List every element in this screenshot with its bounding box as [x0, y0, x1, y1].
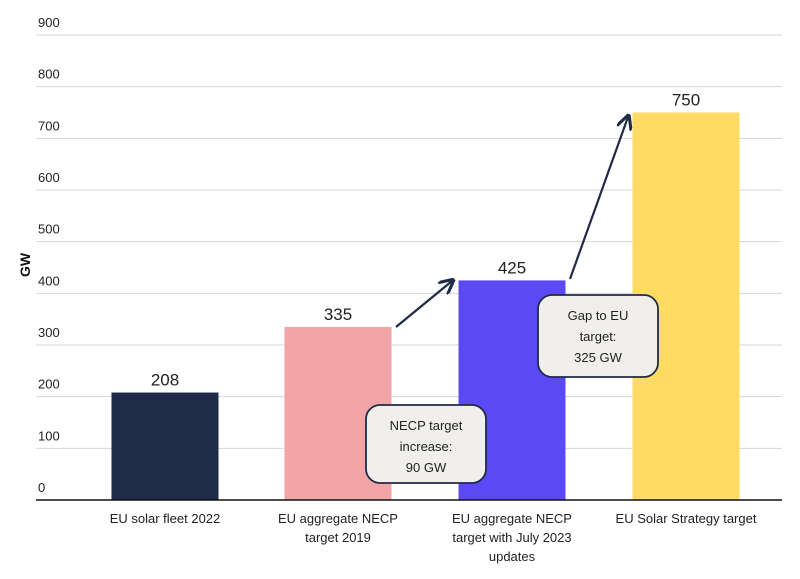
callout-arrow-2 — [568, 117, 628, 280]
x-tick-label-1: EU solar fleet 2022 — [110, 511, 221, 526]
bar-1 — [111, 392, 219, 500]
x-tick-label-3: EU aggregate NECP target with July 2023 up… — [452, 511, 572, 564]
callout-text-1: NECP target increase: 90 GW — [390, 418, 463, 475]
y-tick-label-200: 200 — [38, 377, 60, 392]
callout-text-2: Gap to EU target: 325 GW — [568, 308, 629, 365]
y-tick-label-300: 300 — [38, 325, 60, 340]
y-tick-label-500: 500 — [38, 222, 60, 237]
y-axis-label: GW — [17, 252, 33, 277]
y-tick-label-400: 400 — [38, 273, 60, 288]
y-tick-label-100: 100 — [38, 428, 60, 443]
y-tick-label-0: 0 — [38, 480, 45, 495]
data-label-2: 335 — [324, 305, 352, 324]
data-label-1: 208 — [151, 371, 179, 390]
x-tick-label-4: EU Solar Strategy target — [616, 511, 757, 526]
y-tick-label-900: 900 — [38, 15, 60, 30]
callout-arrow-1 — [395, 281, 452, 328]
data-label-3: 425 — [498, 258, 526, 277]
data-label-4: 750 — [672, 91, 700, 110]
y-tick-label-700: 700 — [38, 118, 60, 133]
x-tick-label-2: EU aggregate NECP target 2019 — [278, 511, 398, 545]
y-tick-label-800: 800 — [38, 67, 60, 82]
y-tick-label-600: 600 — [38, 170, 60, 185]
callout-box-2 — [537, 294, 659, 378]
callout-box-1 — [365, 404, 487, 484]
